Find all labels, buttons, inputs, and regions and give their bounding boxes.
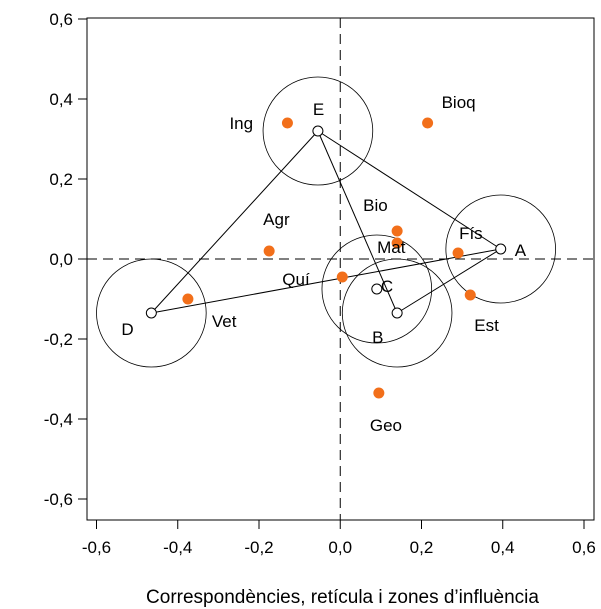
category-point-Est <box>464 289 476 301</box>
category-point-Quí <box>336 271 348 283</box>
y-tick-label: 0,4 <box>49 90 73 109</box>
edge-B-A <box>396 248 501 314</box>
category-point-Mat <box>391 237 403 249</box>
category-label-Est: Est <box>474 316 499 335</box>
edge-D-A <box>151 248 501 314</box>
node-marker-A <box>495 243 507 255</box>
y-tick-label: 0,2 <box>49 170 73 189</box>
node-label-B: B <box>372 328 383 347</box>
x-tick-label: 0,0 <box>328 538 352 557</box>
x-tick-label: 0,6 <box>572 538 596 557</box>
influence-circle-C <box>321 234 433 344</box>
influence-circle-A <box>445 194 556 304</box>
node-marker-C <box>371 283 383 295</box>
category-label-Agr: Agr <box>263 210 290 229</box>
category-label-Mat: Mat <box>377 238 406 257</box>
y-tick-label: -0,4 <box>44 410 73 429</box>
y-tick-label: 0,6 <box>49 10 73 29</box>
node-label-D: D <box>121 320 133 339</box>
category-point-Geo <box>373 387 385 399</box>
category-label-Ing: Ing <box>229 114 253 133</box>
node-marker-E <box>312 125 324 137</box>
x-tick-label: -0,4 <box>163 538 192 557</box>
chart-caption: Correspondències, retícula i zones d’inf… <box>146 587 539 608</box>
plot-frame <box>86 17 595 521</box>
influence-circle-B <box>341 258 453 368</box>
node-marker-D <box>145 307 157 319</box>
category-point-Bioq <box>422 117 434 129</box>
x-tick-label: -0,6 <box>82 538 111 557</box>
y-tick-label: -0,2 <box>44 330 73 349</box>
category-label-Bioq: Bioq <box>442 93 476 112</box>
x-tick-label: 0,4 <box>491 538 515 557</box>
category-label-Fís: Fís <box>459 224 483 243</box>
y-tick-label: 0,0 <box>49 250 73 269</box>
node-label-E: E <box>313 100 324 119</box>
edge-E-A <box>317 130 501 250</box>
plot-area: -0,6 -0,4 -0,2 0,0 0,2 0,4 0,6 -0,6 -0,4 -0,2 0,0 0… <box>44 10 596 557</box>
x-tick-label: 0,2 <box>410 538 434 557</box>
category-point-Ing <box>281 117 293 129</box>
x-tick-label: -0,2 <box>244 538 273 557</box>
node-marker-B <box>391 307 403 319</box>
edge-E-D <box>150 130 319 314</box>
node-label-C: C <box>381 277 393 296</box>
category-label-Geo: Geo <box>370 416 402 435</box>
influence-circle-E <box>262 76 374 186</box>
node-label-A: A <box>515 241 527 260</box>
category-point-Agr <box>263 245 275 257</box>
category-point-Vet <box>182 293 194 305</box>
category-label-Quí: Quí <box>282 270 310 289</box>
category-label-Bio: Bio <box>363 196 388 215</box>
influence-circle-D <box>96 258 207 368</box>
edge-E-B <box>317 130 398 314</box>
y-tick-label: -0,6 <box>44 490 73 509</box>
category-point-Bio <box>391 225 403 237</box>
category-label-Vet: Vet <box>212 312 237 331</box>
category-point-Fís <box>452 247 464 259</box>
